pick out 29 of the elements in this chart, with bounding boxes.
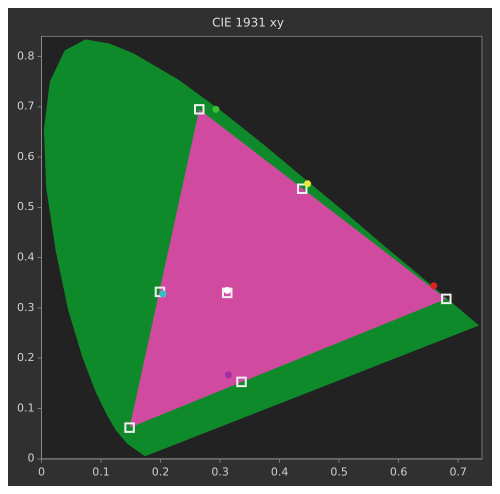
y-tick-label: 0.6 [16, 150, 34, 163]
y-tick-label: 0.3 [16, 300, 34, 314]
y-tick-label: 0 [27, 452, 34, 465]
point [154, 286, 166, 298]
x-tick-label: 0.5 [330, 465, 348, 478]
y-tick-label: 0.4 [16, 250, 34, 264]
point [236, 376, 247, 388]
point [441, 294, 452, 304]
x-tick-label: 0.4 [270, 465, 288, 478]
y-tick-label: 0.1 [16, 401, 34, 414]
point [194, 104, 204, 115]
point [124, 422, 135, 433]
point [222, 288, 232, 298]
point [212, 106, 220, 113]
y-tick-label: 0.8 [16, 49, 34, 62]
x-tick-label: 0.2 [152, 465, 170, 478]
point [304, 180, 312, 188]
x-tick-label: 0.3 [211, 465, 229, 478]
x-tick-label: 0.1 [92, 465, 110, 478]
point [296, 184, 308, 194]
x-tick-label: 0 [38, 465, 45, 478]
x-tick-label: 0.6 [390, 465, 408, 478]
y-tick-label: 0.2 [16, 351, 34, 364]
y-tick-label: 0.7 [16, 100, 34, 113]
chart-title: CIE 1931 xy [212, 15, 284, 30]
point [430, 282, 438, 290]
x-tick-label: 0.7 [449, 465, 467, 478]
point [224, 371, 232, 378]
y-tick-label: 0.5 [16, 200, 34, 214]
